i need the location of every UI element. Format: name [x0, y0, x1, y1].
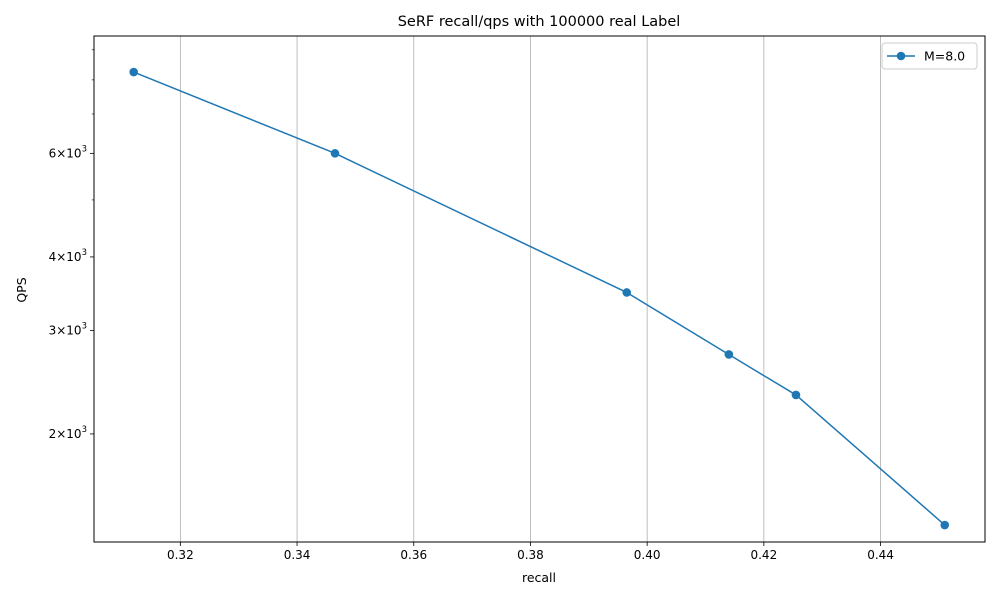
x-tick-label: 0.34	[284, 548, 311, 562]
y-tick-label: 4×103	[49, 248, 87, 264]
y-axis-label: QPS	[14, 277, 29, 302]
x-tick-label: 0.44	[867, 548, 894, 562]
x-tick-label: 0.38	[517, 548, 544, 562]
x-tick-label: 0.42	[750, 548, 777, 562]
data-point	[791, 390, 801, 400]
legend-label: M=8.0	[924, 49, 965, 64]
plot-frame	[93, 35, 986, 543]
legend-marker	[896, 51, 906, 61]
y-tick-label: 3×103	[49, 321, 87, 337]
y-tick-label: 2×103	[49, 425, 87, 441]
x-tick-label: 0.36	[400, 548, 427, 562]
chart-title: SeRF recall/qps with 100000 real Label	[398, 14, 681, 30]
x-tick-label: 0.40	[634, 548, 661, 562]
series-line	[133, 71, 946, 526]
legend: M=8.0	[881, 42, 978, 70]
data-point	[724, 350, 734, 359]
data-point	[940, 520, 950, 530]
x-axis-ticks: 0.32 0.34 0.36 0.38 0.40 0.42 0.44	[167, 542, 894, 562]
data-point	[622, 288, 632, 297]
y-axis-ticks: 2×103 3×103 4×103 6×103	[49, 49, 94, 441]
x-tick-label: 0.32	[167, 548, 194, 562]
data-point	[330, 149, 340, 158]
grid	[179, 36, 881, 542]
series-layer	[129, 67, 950, 530]
x-axis-label: recall	[522, 570, 556, 585]
legend-box	[881, 42, 978, 70]
data-point	[129, 67, 138, 77]
y-tick-label: 6×103	[49, 144, 87, 160]
